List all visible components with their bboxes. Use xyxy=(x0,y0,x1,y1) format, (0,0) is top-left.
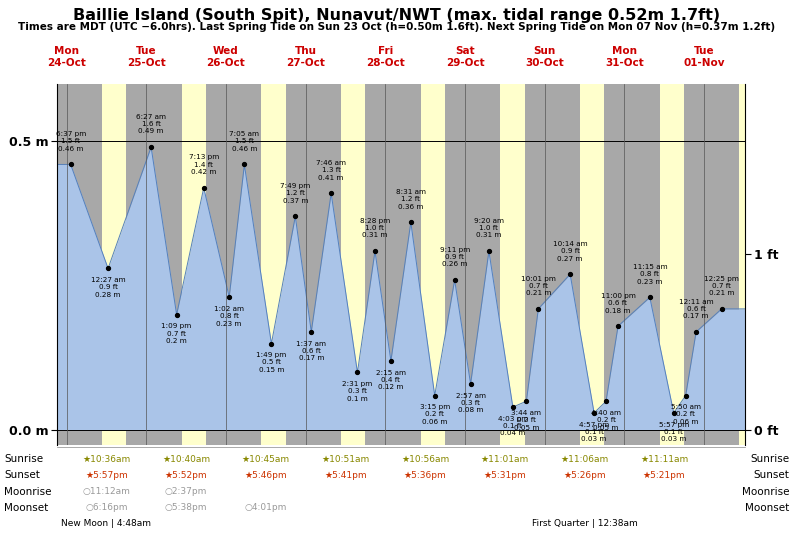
Text: ★10:51am: ★10:51am xyxy=(321,455,370,464)
Text: ★10:45am: ★10:45am xyxy=(242,455,290,464)
Text: 7:49 pm
1.2 ft
0.37 m: 7:49 pm 1.2 ft 0.37 m xyxy=(280,183,310,204)
Text: Sunrise: Sunrise xyxy=(750,454,789,464)
Text: 30-Oct: 30-Oct xyxy=(525,58,564,68)
Text: 12:11 am
0.6 ft
0.17 m: 12:11 am 0.6 ft 0.17 m xyxy=(679,299,714,319)
Text: 8:31 am
1.2 ft
0.36 m: 8:31 am 1.2 ft 0.36 m xyxy=(396,189,426,210)
Text: 26-Oct: 26-Oct xyxy=(207,58,245,68)
Bar xyxy=(500,84,525,445)
Text: 1:09 pm
0.7 ft
0.2 m: 1:09 pm 0.7 ft 0.2 m xyxy=(162,323,192,344)
Text: 5:57 pm
0.1 ft
0.03 m: 5:57 pm 0.1 ft 0.03 m xyxy=(659,421,689,442)
Text: 9:11 pm
0.9 ft
0.26 m: 9:11 pm 0.9 ft 0.26 m xyxy=(439,247,469,267)
Text: ★5:21pm: ★5:21pm xyxy=(643,471,685,480)
Text: Baillie Island (South Spit), Nunavut/NWT (max. tidal range 0.52m 1.7ft): Baillie Island (South Spit), Nunavut/NWT… xyxy=(73,8,720,23)
Text: ★5:31pm: ★5:31pm xyxy=(484,471,527,480)
Bar xyxy=(580,84,604,445)
Text: ★5:52pm: ★5:52pm xyxy=(165,471,208,480)
Text: 24-Oct: 24-Oct xyxy=(48,58,86,68)
Text: 7:05 am
1.5 ft
0.46 m: 7:05 am 1.5 ft 0.46 m xyxy=(229,131,259,151)
Text: ★5:26pm: ★5:26pm xyxy=(563,471,606,480)
Text: 1:02 am
0.8 ft
0.23 m: 1:02 am 0.8 ft 0.23 m xyxy=(214,306,244,327)
Text: Moonset: Moonset xyxy=(4,503,48,513)
Text: Thu: Thu xyxy=(295,46,316,56)
Text: 29-Oct: 29-Oct xyxy=(446,58,485,68)
Text: 7:46 am
1.3 ft
0.41 m: 7:46 am 1.3 ft 0.41 m xyxy=(316,160,347,181)
Text: ★5:36pm: ★5:36pm xyxy=(404,471,446,480)
Text: 12:27 am
0.9 ft
0.28 m: 12:27 am 0.9 ft 0.28 m xyxy=(90,277,125,298)
Text: 9:20 am
1.0 ft
0.31 m: 9:20 am 1.0 ft 0.31 m xyxy=(474,218,504,238)
Text: ★10:40am: ★10:40am xyxy=(162,455,210,464)
Text: 25-Oct: 25-Oct xyxy=(127,58,166,68)
Text: 1:37 am
0.6 ft
0.17 m: 1:37 am 0.6 ft 0.17 m xyxy=(297,341,326,361)
Text: ★5:46pm: ★5:46pm xyxy=(244,471,287,480)
Text: ○2:37pm: ○2:37pm xyxy=(165,487,207,496)
Text: 11:00 pm
0.6 ft
0.18 m: 11:00 pm 0.6 ft 0.18 m xyxy=(600,293,635,314)
Text: 2:31 pm
0.3 ft
0.1 m: 2:31 pm 0.3 ft 0.1 m xyxy=(343,381,373,402)
Bar xyxy=(341,84,366,445)
Text: 27-Oct: 27-Oct xyxy=(286,58,325,68)
Text: 12:25 pm
0.7 ft
0.21 m: 12:25 pm 0.7 ft 0.21 m xyxy=(704,275,739,296)
Bar xyxy=(102,84,126,445)
Text: Mon: Mon xyxy=(612,46,637,56)
Text: 3:44 am
0.2 ft
0.05 m: 3:44 am 0.2 ft 0.05 m xyxy=(511,410,542,431)
Text: ★10:56am: ★10:56am xyxy=(401,455,450,464)
Text: Times are MDT (UTC −6.0hrs). Last Spring Tide on Sun 23 Oct (h=0.50m 1.6ft). Nex: Times are MDT (UTC −6.0hrs). Last Spring… xyxy=(18,22,775,32)
Text: ★11:01am: ★11:01am xyxy=(481,455,529,464)
Text: 6:37 pm
1.5 ft
0.46 m: 6:37 pm 1.5 ft 0.46 m xyxy=(56,131,86,151)
Text: 2:15 am
0.4 ft
0.12 m: 2:15 am 0.4 ft 0.12 m xyxy=(376,370,406,390)
Text: Sunset: Sunset xyxy=(4,471,40,480)
Text: Sunrise: Sunrise xyxy=(4,454,43,464)
Text: 10:01 pm
0.7 ft
0.21 m: 10:01 pm 0.7 ft 0.21 m xyxy=(521,275,556,296)
Text: ★10:36am: ★10:36am xyxy=(82,455,131,464)
Bar xyxy=(182,84,206,445)
Text: Moonrise: Moonrise xyxy=(4,487,52,496)
Text: 31-Oct: 31-Oct xyxy=(605,58,644,68)
Text: ○4:01pm: ○4:01pm xyxy=(244,503,287,512)
Text: ★11:06am: ★11:06am xyxy=(561,455,608,464)
Text: ○5:38pm: ○5:38pm xyxy=(165,503,208,512)
Bar xyxy=(739,84,764,445)
Text: 28-Oct: 28-Oct xyxy=(366,58,404,68)
Text: ★5:57pm: ★5:57pm xyxy=(85,471,128,480)
Text: 8:28 pm
1.0 ft
0.31 m: 8:28 pm 1.0 ft 0.31 m xyxy=(360,218,390,238)
Text: Tue: Tue xyxy=(136,46,157,56)
Text: 6:27 am
1.6 ft
0.49 m: 6:27 am 1.6 ft 0.49 m xyxy=(136,114,166,134)
Text: Mon: Mon xyxy=(54,46,79,56)
Text: 4:40 am
0.2 ft
0.05 m: 4:40 am 0.2 ft 0.05 m xyxy=(591,410,621,431)
Text: Wed: Wed xyxy=(213,46,239,56)
Text: ○11:12am: ○11:12am xyxy=(82,487,130,496)
Text: Sun: Sun xyxy=(534,46,556,56)
Text: 7:13 pm
1.4 ft
0.42 m: 7:13 pm 1.4 ft 0.42 m xyxy=(189,154,219,175)
Text: 01-Nov: 01-Nov xyxy=(684,58,725,68)
Text: ★5:41pm: ★5:41pm xyxy=(324,471,367,480)
Text: 4:57 pm
0.1 ft
0.03 m: 4:57 pm 0.1 ft 0.03 m xyxy=(579,421,609,442)
Text: 5:50 am
0.2 ft
0.06 m: 5:50 am 0.2 ft 0.06 m xyxy=(671,404,701,425)
Text: 3:15 pm
0.2 ft
0.06 m: 3:15 pm 0.2 ft 0.06 m xyxy=(419,404,450,425)
Bar xyxy=(660,84,684,445)
Text: Sat: Sat xyxy=(455,46,475,56)
Text: 10:14 am
0.9 ft
0.27 m: 10:14 am 0.9 ft 0.27 m xyxy=(553,241,588,261)
Bar xyxy=(261,84,285,445)
Text: 1:49 pm
0.5 ft
0.15 m: 1:49 pm 0.5 ft 0.15 m xyxy=(256,352,286,373)
Text: 2:57 am
0.3 ft
0.08 m: 2:57 am 0.3 ft 0.08 m xyxy=(455,393,485,413)
Text: 11:15 am
0.8 ft
0.23 m: 11:15 am 0.8 ft 0.23 m xyxy=(633,264,667,285)
Text: New Moon | 4:48am: New Moon | 4:48am xyxy=(62,520,151,528)
Text: Sunset: Sunset xyxy=(753,471,789,480)
Text: ★11:11am: ★11:11am xyxy=(640,455,688,464)
Text: First Quarter | 12:38am: First Quarter | 12:38am xyxy=(531,520,638,528)
Text: Fri: Fri xyxy=(377,46,393,56)
Text: Tue: Tue xyxy=(694,46,714,56)
Text: Moonrise: Moonrise xyxy=(741,487,789,496)
Bar xyxy=(420,84,445,445)
Text: Moonset: Moonset xyxy=(745,503,789,513)
Text: ○6:16pm: ○6:16pm xyxy=(85,503,128,512)
Text: 4:03 pm
0.1 ft
0.04 m: 4:03 pm 0.1 ft 0.04 m xyxy=(498,416,528,436)
